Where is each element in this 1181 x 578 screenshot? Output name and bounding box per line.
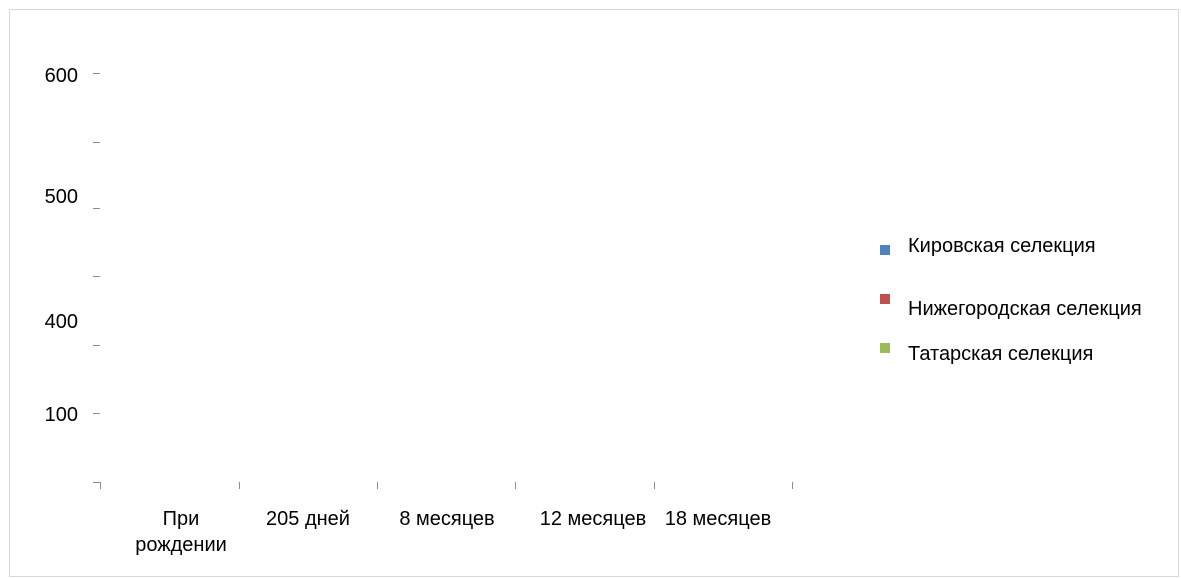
x-tick-label-12-months: 12 месяцев <box>539 508 647 530</box>
y-tick <box>93 345 100 346</box>
chart-frame <box>9 9 1179 577</box>
x-tick-label-18-months: 18 месяцев <box>664 508 772 530</box>
x-tick-label-birth: При рождении <box>135 508 227 556</box>
legend-label-nizhny: Нижегородская селекция <box>908 298 1142 320</box>
y-tick-label-600: 600 <box>44 65 78 87</box>
legend-swatch-nizhny <box>880 294 890 304</box>
legend-swatch-kirov <box>880 245 890 255</box>
legend-swatch-tatar <box>880 343 890 353</box>
legend-label-kirov: Кировская селекция <box>908 235 1096 257</box>
y-tick-label-400: 400 <box>44 311 78 333</box>
y-tick <box>93 413 100 414</box>
y-tick <box>93 276 100 277</box>
y-tick-label-100: 100 <box>44 404 78 426</box>
axis-corner-vertical <box>100 482 101 489</box>
x-tick <box>654 482 655 489</box>
legend-label-tatar: Татарская селекция <box>908 343 1094 365</box>
x-tick-label-205-days: 205 дней <box>266 508 350 530</box>
x-tick <box>792 482 793 489</box>
y-tick <box>93 142 100 143</box>
x-tick <box>377 482 378 489</box>
y-tick-label-500: 500 <box>44 186 78 208</box>
x-tick <box>239 482 240 489</box>
x-tick <box>515 482 516 489</box>
x-tick-label-8-months: 8 месяцев <box>399 508 495 530</box>
y-tick <box>93 73 100 74</box>
axis-corner-horizontal <box>93 482 101 483</box>
y-tick <box>93 208 100 209</box>
